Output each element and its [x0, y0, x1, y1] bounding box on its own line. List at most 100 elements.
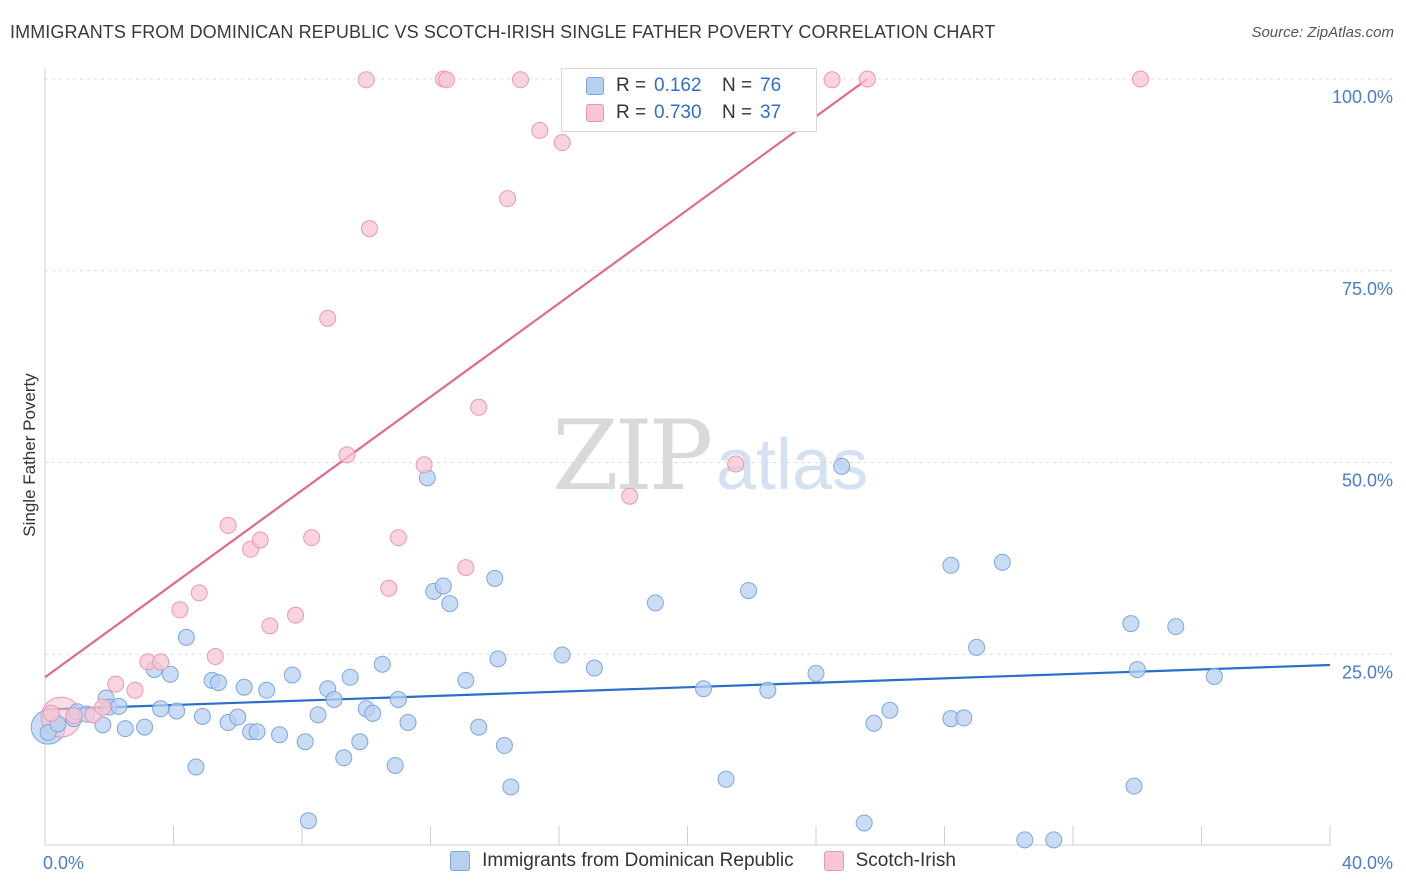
data-point-scotch-irish — [415, 456, 433, 474]
trend-line-dominican — [44, 663, 1331, 711]
gridlines — [45, 78, 1395, 655]
bottom-legend-item-series2: Scotch-Irish — [823, 850, 956, 872]
data-point-scotch-irish — [357, 71, 375, 89]
data-point-scotch-irish — [621, 487, 639, 505]
source-credit: Source: ZipAtlas.com — [1251, 24, 1394, 41]
data-point-dominican — [373, 655, 391, 673]
data-point-dominican — [1125, 777, 1143, 795]
y-tick-label: 100.0% — [1332, 87, 1393, 107]
data-point-scotch-irish — [380, 579, 398, 597]
x-tick-label-min: 0.0% — [43, 853, 84, 873]
data-point-dominican — [434, 577, 452, 595]
data-point-scotch-irish — [338, 446, 356, 464]
data-point-dominican — [955, 709, 973, 727]
data-point-scotch-irish — [261, 617, 279, 635]
legend-r-label: R = — [616, 102, 647, 123]
bottom-legend-label-series2: Scotch-Irish — [855, 850, 956, 871]
x-tick-label-max: 40.0% — [1342, 853, 1393, 873]
data-point-dominican — [168, 702, 186, 720]
data-point-dominican — [271, 726, 289, 744]
data-point-dominican — [855, 814, 873, 832]
stats-legend: R = 0.162 N = 76 R = 0.730 N = 37 — [561, 68, 817, 132]
data-point-dominican — [881, 701, 899, 719]
data-point-scotch-irish — [727, 455, 745, 473]
data-point-dominican — [502, 778, 520, 796]
data-point-dominican — [968, 638, 986, 656]
data-point-dominican — [993, 553, 1011, 571]
data-point-dominican — [865, 714, 883, 732]
data-point-dominican — [389, 691, 407, 709]
legend-swatch-pink — [586, 104, 604, 122]
data-point-scotch-irish — [107, 675, 125, 693]
data-point-scotch-irish — [457, 559, 475, 577]
data-point-dominican — [177, 628, 195, 646]
data-point-dominican — [325, 691, 343, 709]
data-point-dominican — [717, 770, 735, 788]
bottom-legend-swatch-pink — [823, 851, 844, 871]
data-point-dominican — [807, 664, 825, 682]
chart-title: IMMIGRANTS FROM DOMINICAN REPUBLIC VS SC… — [10, 22, 996, 42]
data-point-scotch-irish — [389, 529, 407, 547]
data-point-dominican — [457, 671, 475, 689]
data-point-scotch-irish — [511, 71, 529, 89]
data-point-scotch-irish — [94, 698, 112, 716]
data-point-dominican — [335, 749, 353, 767]
data-point-dominican — [351, 733, 369, 751]
data-point-scotch-irish — [858, 70, 876, 88]
data-point-dominican — [283, 666, 301, 684]
data-point-dominican — [1045, 831, 1063, 849]
y-tick-label: 50.0% — [1342, 471, 1393, 491]
data-point-dominican — [441, 595, 459, 613]
data-point-scotch-irish — [553, 134, 571, 152]
data-point-dominican — [235, 678, 253, 696]
data-point-scotch-irish — [319, 309, 337, 327]
data-point-dominican — [386, 756, 404, 774]
data-point-scotch-irish — [1131, 70, 1149, 88]
legend-r-value-series1: 0.162 — [654, 75, 702, 96]
data-point-dominican — [646, 594, 664, 612]
data-point-dominican — [248, 723, 266, 741]
data-point-dominican — [116, 720, 134, 738]
data-point-scotch-irish — [171, 601, 189, 619]
data-point-dominican — [1016, 831, 1034, 849]
data-point-dominican — [110, 697, 128, 715]
data-point-dominican — [1122, 615, 1140, 633]
data-point-scotch-irish — [219, 516, 237, 534]
tick-labels: 25.0% 50.0% 75.0% 100.0% 0.0% 40.0% — [43, 87, 1393, 873]
data-point-scotch-irish — [251, 531, 269, 549]
data-point-dominican — [942, 556, 960, 574]
data-point-dominican — [299, 812, 317, 830]
trend-lines — [44, 78, 1331, 711]
data-point-dominican — [161, 665, 179, 683]
data-point-dominican — [759, 681, 777, 699]
legend-r-value-series2: 0.730 — [654, 102, 702, 123]
data-point-dominican — [399, 714, 417, 732]
data-point-scotch-irish — [438, 71, 456, 89]
x-ticks — [44, 826, 1331, 845]
legend-swatch-blue — [586, 77, 604, 95]
data-point-dominican — [258, 681, 276, 699]
data-point-scotch-irish — [152, 653, 170, 671]
data-point-scotch-irish — [303, 529, 321, 547]
data-point-scotch-irish — [823, 71, 841, 89]
data-point-dominican — [740, 582, 758, 600]
data-point-scotch-irish — [360, 220, 378, 238]
data-point-dominican — [152, 700, 170, 718]
legend-n-label: N = — [722, 102, 753, 123]
trend-line-scotch-irish — [44, 78, 869, 679]
data-point-dominican — [309, 706, 327, 724]
data-point-dominican — [364, 704, 382, 722]
data-point-dominican — [495, 737, 513, 755]
data-point-scotch-irish — [499, 190, 517, 208]
data-points — [30, 70, 1223, 849]
data-point-dominican — [553, 646, 571, 664]
data-point-scotch-irish — [470, 398, 488, 416]
data-point-dominican — [585, 659, 603, 677]
data-point-scotch-irish — [190, 584, 208, 602]
bottom-legend-label-series1: Immigrants from Dominican Republic — [482, 850, 794, 871]
legend-row-series2: R = 0.730 N = 37 — [586, 101, 781, 125]
legend-n-label: N = — [722, 75, 753, 96]
data-point-scotch-irish — [65, 707, 83, 725]
data-point-dominican — [136, 718, 154, 736]
